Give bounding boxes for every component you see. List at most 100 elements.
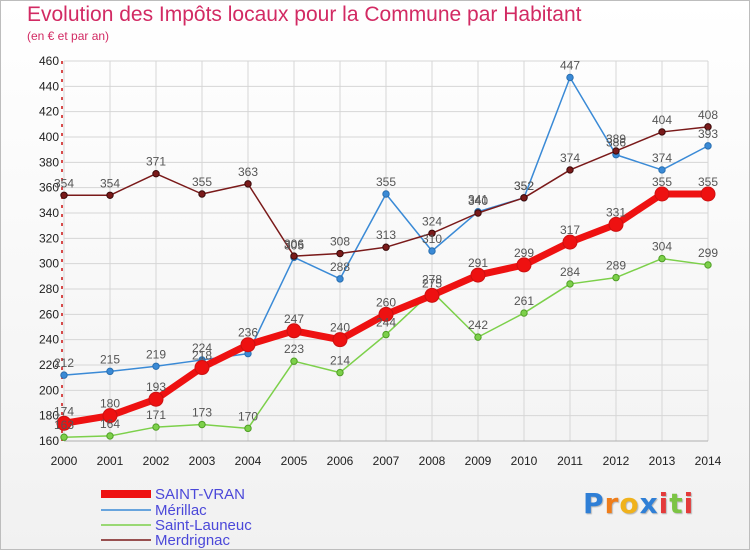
x-tick-label: 2011	[557, 454, 583, 468]
data-label: 223	[284, 342, 304, 356]
data-label: 163	[54, 418, 74, 432]
legend-entry: Merdrignac	[155, 532, 231, 549]
data-point-Saint-Launeuc	[474, 333, 482, 341]
data-point-Merdrignac	[382, 243, 390, 251]
data-label: 340	[468, 194, 488, 208]
data-label: 219	[146, 347, 166, 361]
data-label: 313	[376, 228, 396, 242]
data-point-Saint-Launeuc	[244, 424, 252, 433]
data-label: 215	[100, 352, 120, 366]
data-label: 291	[468, 256, 488, 270]
data-label: 261	[514, 294, 534, 308]
x-tick-label: 2009	[465, 454, 492, 468]
y-tick-label: 460	[39, 54, 59, 68]
x-tick-label: 2006	[327, 454, 354, 468]
data-point-SAINT-VRAN	[286, 323, 302, 339]
data-point-Saint-Launeuc	[382, 330, 390, 339]
y-tick-label: 320	[39, 231, 59, 245]
x-tick-label: 2002	[143, 454, 170, 468]
data-point-Saint-Launeuc	[658, 254, 666, 263]
data-point-Merdrignac	[520, 194, 528, 202]
data-label: 180	[100, 397, 120, 411]
chart-subtitle: (en € et par an)	[27, 29, 110, 43]
data-label: 317	[560, 223, 580, 237]
y-tick-label: 280	[39, 282, 59, 296]
data-point-SAINT-VRAN	[56, 415, 72, 431]
legend-entry: SAINT-VRAN	[155, 486, 245, 503]
legend-entry: Mérillac	[155, 502, 207, 519]
data-label: 386	[606, 136, 626, 150]
data-label: 284	[560, 265, 580, 279]
data-label: 288	[330, 260, 350, 274]
y-tick-label: 240	[39, 333, 59, 347]
data-point-Merdrignac	[198, 190, 206, 198]
data-label: 214	[330, 354, 350, 368]
data-point-Mérillac	[336, 275, 344, 283]
data-label: 355	[192, 175, 212, 189]
data-label: 352	[514, 179, 534, 193]
logo-letter: x	[639, 487, 659, 520]
data-point-Merdrignac	[106, 191, 114, 199]
data-point-Saint-Launeuc	[566, 280, 574, 288]
legend-entry: Saint-Launeuc	[155, 517, 252, 534]
x-tick-label: 2014	[695, 454, 722, 468]
data-point-SAINT-VRAN	[470, 267, 486, 283]
y-tick-label: 160	[39, 434, 59, 448]
data-label: 389	[606, 132, 626, 146]
logo-letter: i	[683, 487, 695, 520]
data-point-Merdrignac	[152, 170, 160, 178]
data-point-Merdrignac	[612, 147, 620, 155]
data-label: 212	[54, 356, 74, 370]
logo-letter: t	[669, 487, 684, 520]
x-tick-label: 2003	[189, 454, 216, 468]
x-tick-label: 2010	[511, 454, 538, 468]
data-point-Saint-Launeuc	[60, 433, 68, 441]
data-label: 240	[330, 321, 350, 335]
y-tick-label: 300	[39, 257, 59, 271]
data-point-SAINT-VRAN	[332, 332, 348, 348]
data-label: 171	[146, 408, 166, 422]
data-point-Saint-Launeuc	[612, 273, 620, 282]
data-point-Mérillac	[382, 190, 390, 198]
data-point-SAINT-VRAN	[194, 360, 210, 376]
y-tick-label: 260	[39, 307, 59, 321]
data-label: 355	[376, 175, 396, 189]
y-tick-label: 200	[39, 383, 59, 397]
logo-letter: r	[604, 487, 620, 520]
x-tick-label: 2007	[373, 454, 400, 468]
data-point-Mérillac	[106, 367, 114, 376]
data-point-SAINT-VRAN	[700, 186, 716, 202]
data-point-Merdrignac	[290, 252, 298, 260]
x-tick-label: 2013	[649, 454, 676, 468]
data-label: 352	[514, 179, 534, 193]
data-label: 244	[376, 316, 396, 330]
x-tick-label: 2012	[603, 454, 630, 468]
data-point-Saint-Launeuc	[520, 309, 528, 317]
y-tick-label: 380	[39, 155, 59, 169]
data-point-Merdrignac	[566, 166, 574, 174]
data-label: 278	[422, 273, 442, 287]
data-label: 170	[238, 409, 258, 423]
data-label: 174	[54, 404, 74, 418]
data-point-Mérillac	[60, 371, 68, 379]
data-point-Mérillac	[704, 142, 712, 150]
x-tick-label: 2008	[419, 454, 446, 468]
data-label: 305	[284, 238, 304, 252]
data-point-Mérillac	[428, 247, 436, 255]
data-label: 447	[560, 58, 580, 72]
data-label: 363	[238, 165, 258, 179]
data-point-Merdrignac	[336, 249, 344, 258]
y-tick-label: 400	[39, 130, 59, 144]
data-label: 374	[652, 151, 672, 165]
data-label: 404	[652, 113, 672, 127]
data-point-Merdrignac	[244, 180, 252, 188]
y-tick-label: 340	[39, 206, 59, 220]
data-point-SAINT-VRAN	[608, 216, 624, 232]
logo-letter: P	[583, 487, 605, 520]
data-label: 242	[468, 318, 488, 332]
data-point-Merdrignac	[60, 191, 68, 199]
data-point-SAINT-VRAN	[562, 234, 578, 250]
data-point-Merdrignac	[474, 209, 482, 217]
